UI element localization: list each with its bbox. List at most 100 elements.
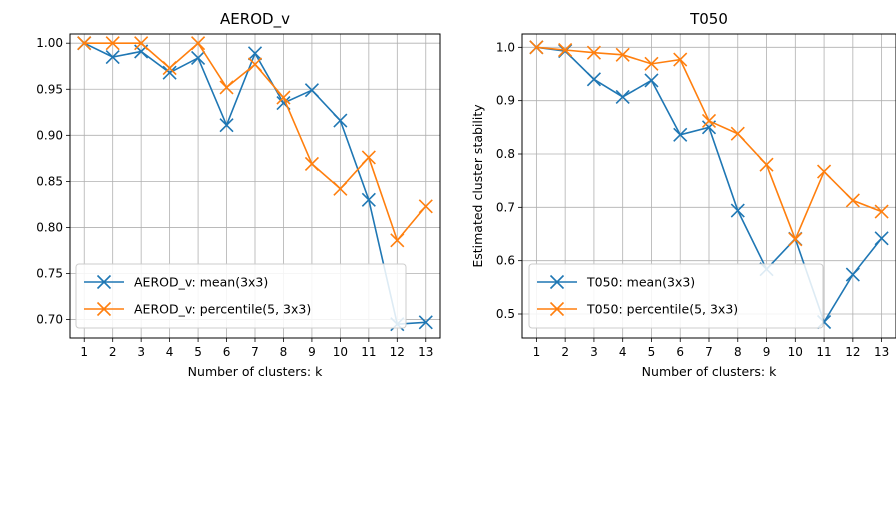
marker-stroke xyxy=(361,192,376,207)
data-point xyxy=(134,36,149,51)
data-point xyxy=(333,113,348,128)
marker-stroke xyxy=(874,204,889,219)
data-point xyxy=(586,72,601,87)
x-tick-label: 8 xyxy=(734,345,742,359)
marker-stroke xyxy=(247,46,263,61)
marker-stroke xyxy=(333,113,348,128)
data-point xyxy=(418,315,433,330)
y-tick-label: 0.6 xyxy=(496,254,515,268)
data-point xyxy=(304,156,319,171)
x-tick-label: 6 xyxy=(223,345,231,359)
x-tick-label: 1 xyxy=(80,345,88,359)
marker-stroke xyxy=(730,203,745,218)
y-tick-label: 0.80 xyxy=(36,220,63,234)
marker-stroke xyxy=(586,72,601,87)
legend-box xyxy=(528,263,824,329)
data-point xyxy=(191,50,206,66)
data-point xyxy=(191,36,206,51)
data-point xyxy=(162,61,177,76)
data-point xyxy=(558,42,573,58)
data-point xyxy=(361,150,376,165)
x-tick-label: 11 xyxy=(361,345,376,359)
data-point xyxy=(219,80,234,95)
x-tick-label: 10 xyxy=(788,345,803,359)
marker-stroke xyxy=(817,164,832,179)
data-point xyxy=(845,193,860,208)
marker-stroke xyxy=(134,36,149,51)
data-point xyxy=(361,192,376,207)
y-tick-label: 0.85 xyxy=(36,174,63,188)
marker-stroke xyxy=(586,45,601,60)
chart-1: 1 2 3 4 5 6 7 8 9 10 11 12 130.700.750.800.850.900.9… xyxy=(36,10,441,379)
y-tick-label: 0.75 xyxy=(36,267,63,281)
data-point xyxy=(247,57,263,72)
marker-stroke xyxy=(304,156,319,171)
x-tick-label: 12 xyxy=(845,345,860,359)
x-tick-label: 13 xyxy=(874,345,889,359)
marker-stroke xyxy=(390,233,405,248)
marker-stroke xyxy=(788,232,803,247)
data-point xyxy=(247,46,263,61)
marker-stroke xyxy=(644,73,659,88)
chart-title: T050 xyxy=(689,10,728,28)
data-point xyxy=(759,157,774,172)
y-axis-label: Estimated cluster stability xyxy=(470,104,485,268)
data-point xyxy=(874,231,889,246)
legend-item: T050: percentile(5, 3x3) xyxy=(537,302,738,317)
marker-stroke xyxy=(105,36,120,51)
marker-stroke xyxy=(845,267,860,282)
legend: AEROD_v: mean(3x3) AEROD_v: percentile(5,… xyxy=(75,263,407,329)
marker-stroke xyxy=(247,57,263,72)
data-point xyxy=(105,49,120,65)
chart-title: AEROD_v xyxy=(220,10,290,29)
y-tick-label: 0.70 xyxy=(36,313,63,327)
data-point xyxy=(418,199,433,214)
data-point xyxy=(730,203,745,218)
legend-label: T050: percentile(5, 3x3) xyxy=(586,302,738,317)
marker-stroke xyxy=(845,193,860,208)
marker-stroke xyxy=(558,42,573,58)
chart-2: 1 2 3 4 5 6 7 8 9 10 11 12 130.50.60.70.80.91.0T050N… xyxy=(470,10,896,379)
legend-item: AEROD_v: mean(3x3) xyxy=(84,275,268,290)
data-point xyxy=(390,233,405,248)
x-tick-label: 4 xyxy=(166,345,174,359)
x-tick-label: 1 xyxy=(533,345,541,359)
marker-stroke xyxy=(418,315,433,330)
data-point xyxy=(105,36,120,51)
marker-stroke xyxy=(615,89,630,104)
x-tick-label: 7 xyxy=(705,345,713,359)
marker-stroke xyxy=(276,90,291,105)
marker-stroke xyxy=(361,150,376,165)
marker-stroke xyxy=(191,50,206,66)
x-axis-label: Number of clusters: k xyxy=(188,364,323,379)
marker-stroke xyxy=(418,199,433,214)
legend: T050: mean(3x3) T050: percentile(5, 3x3) xyxy=(528,263,824,329)
x-tick-label: 5 xyxy=(648,345,656,359)
data-point xyxy=(219,118,234,133)
data-point xyxy=(162,65,177,80)
marker-stroke xyxy=(673,52,688,67)
data-point xyxy=(730,126,745,141)
series-layer xyxy=(77,36,433,332)
legend-swatch-marker xyxy=(549,274,565,290)
data-point xyxy=(874,204,889,219)
series-layer xyxy=(529,40,889,330)
marker-stroke xyxy=(644,56,659,71)
legend-item: AEROD_v: percentile(5, 3x3) xyxy=(84,302,311,317)
legend-label: AEROD_v: mean(3x3) xyxy=(134,275,268,290)
marker-stroke xyxy=(276,96,291,111)
marker-stroke xyxy=(730,126,745,141)
marker-stroke xyxy=(759,157,774,172)
y-tick-label: 0.5 xyxy=(496,307,515,321)
data-point xyxy=(673,52,688,67)
legend-label: AEROD_v: percentile(5, 3x3) xyxy=(134,302,311,317)
x-tick-label: 12 xyxy=(390,345,405,359)
data-point xyxy=(615,47,630,62)
legend-swatch-marker xyxy=(96,301,112,317)
x-tick-label: 6 xyxy=(676,345,684,359)
y-tick-label: 0.90 xyxy=(36,128,63,142)
y-tick-label: 1.0 xyxy=(496,40,515,54)
x-tick-label: 2 xyxy=(109,345,117,359)
marker-stroke xyxy=(529,40,544,55)
marker-stroke xyxy=(701,113,717,128)
